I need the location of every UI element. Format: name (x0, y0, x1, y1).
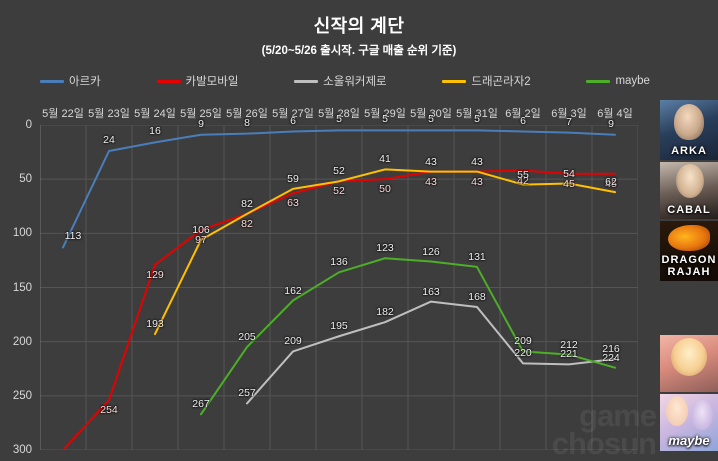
page-title: 신작의 계단 (313, 16, 405, 36)
arka-thumb[interactable]: ARKA (660, 100, 718, 160)
x-tick-label: 5월 24일 (134, 108, 176, 120)
series-line-2 (246, 300, 616, 405)
series-line-0 (62, 129, 616, 249)
x-tick-label: 5월 22일 (42, 108, 84, 120)
y-tick-label: 200 (12, 335, 32, 348)
x-tick-label: 6월 2일 (505, 108, 541, 120)
x-tick-label: 5월 28일 (318, 108, 360, 120)
y-tick-label: 0 (25, 119, 32, 131)
maybe-b-thumb[interactable]: maybe (660, 394, 718, 451)
series-line-4 (200, 257, 616, 416)
series-line-clipped-segment (62, 399, 110, 450)
x-tick-label: 6월 4일 (597, 108, 633, 120)
legend-swatch-icon (40, 79, 64, 83)
dragon-rajah-thumb-caption: DRAGON RAJAH (661, 254, 717, 278)
legend-item-1[interactable]: 카발모바일 (156, 73, 239, 89)
legend-item-4[interactable]: maybe (586, 75, 650, 87)
x-tick-label: 5월 30일 (410, 108, 452, 120)
legend-swatch-icon (294, 79, 319, 83)
x-tick-label: 5월 31일 (456, 108, 498, 120)
series-line-1 (108, 169, 616, 402)
legend-item-3[interactable]: 드래곤라자2 (442, 73, 531, 89)
maybe-a-thumb-caption (660, 389, 718, 392)
x-tick-label: 5월 26일 (226, 108, 268, 120)
cabal-thumb-caption: CABAL (667, 204, 711, 216)
arka-thumb-caption: ARKA (671, 145, 707, 157)
series-line-3 (154, 168, 616, 336)
maybe-b-thumb-caption: maybe (668, 433, 710, 448)
y-tick-label: 50 (19, 173, 32, 186)
dragon-rajah-thumb[interactable]: DRAGON RAJAH (660, 221, 718, 281)
chart-subtitle: (5/20~5/26 출시작. 구글 매출 순위 기준) (261, 45, 457, 57)
legend-swatch-icon (586, 79, 611, 83)
legend-swatch-icon (442, 79, 467, 83)
legend-item-0[interactable]: 아르카 (40, 73, 101, 89)
legend-swatch-icon (156, 79, 181, 83)
x-tick-label: 5월 29일 (364, 108, 406, 120)
thumbnail-rail: ARKA CABAL DRAGON RAJAH maybe (660, 100, 718, 461)
y-tick-label: 100 (12, 227, 32, 240)
y-tick-label: 250 (12, 389, 32, 402)
plot-svg (40, 125, 638, 450)
legend-label: 카발모바일 (185, 76, 239, 88)
x-tick-label: 5월 27일 (272, 108, 314, 120)
cabal-thumb[interactable]: CABAL (660, 162, 718, 219)
maybe-a-thumb[interactable] (660, 335, 718, 392)
y-tick-label: 150 (12, 281, 32, 294)
x-tick-label: 6월 3일 (551, 108, 587, 120)
chart-legend: 아르카 카발모바일 소울워커제로 드래곤라자2 maybe (40, 73, 650, 89)
y-axis-ticks: 0 50 100 150 200 250 300 (0, 0, 38, 461)
legend-label: maybe (615, 75, 650, 87)
legend-label: 소울워커제로 (323, 76, 387, 88)
legend-label: 드래곤라자2 (471, 76, 531, 88)
x-tick-label: 5월 25일 (180, 108, 222, 120)
legend-label: 아르카 (69, 76, 101, 88)
plot-area: 113 24 16 9 8 6 5 5 5 5 6 7 9 254 129 97 82 63 52 50 43 43 42 4… (40, 113, 638, 450)
x-tick-label: 5월 23일 (88, 108, 130, 120)
y-tick-label: 300 (12, 444, 32, 456)
x-axis-ticks: 5월 22일 5월 23일 5월 24일 5월 25일 5월 26일 5월 27일 5월 2… (0, 105, 718, 121)
legend-item-2[interactable]: 소울워커제로 (294, 73, 387, 89)
